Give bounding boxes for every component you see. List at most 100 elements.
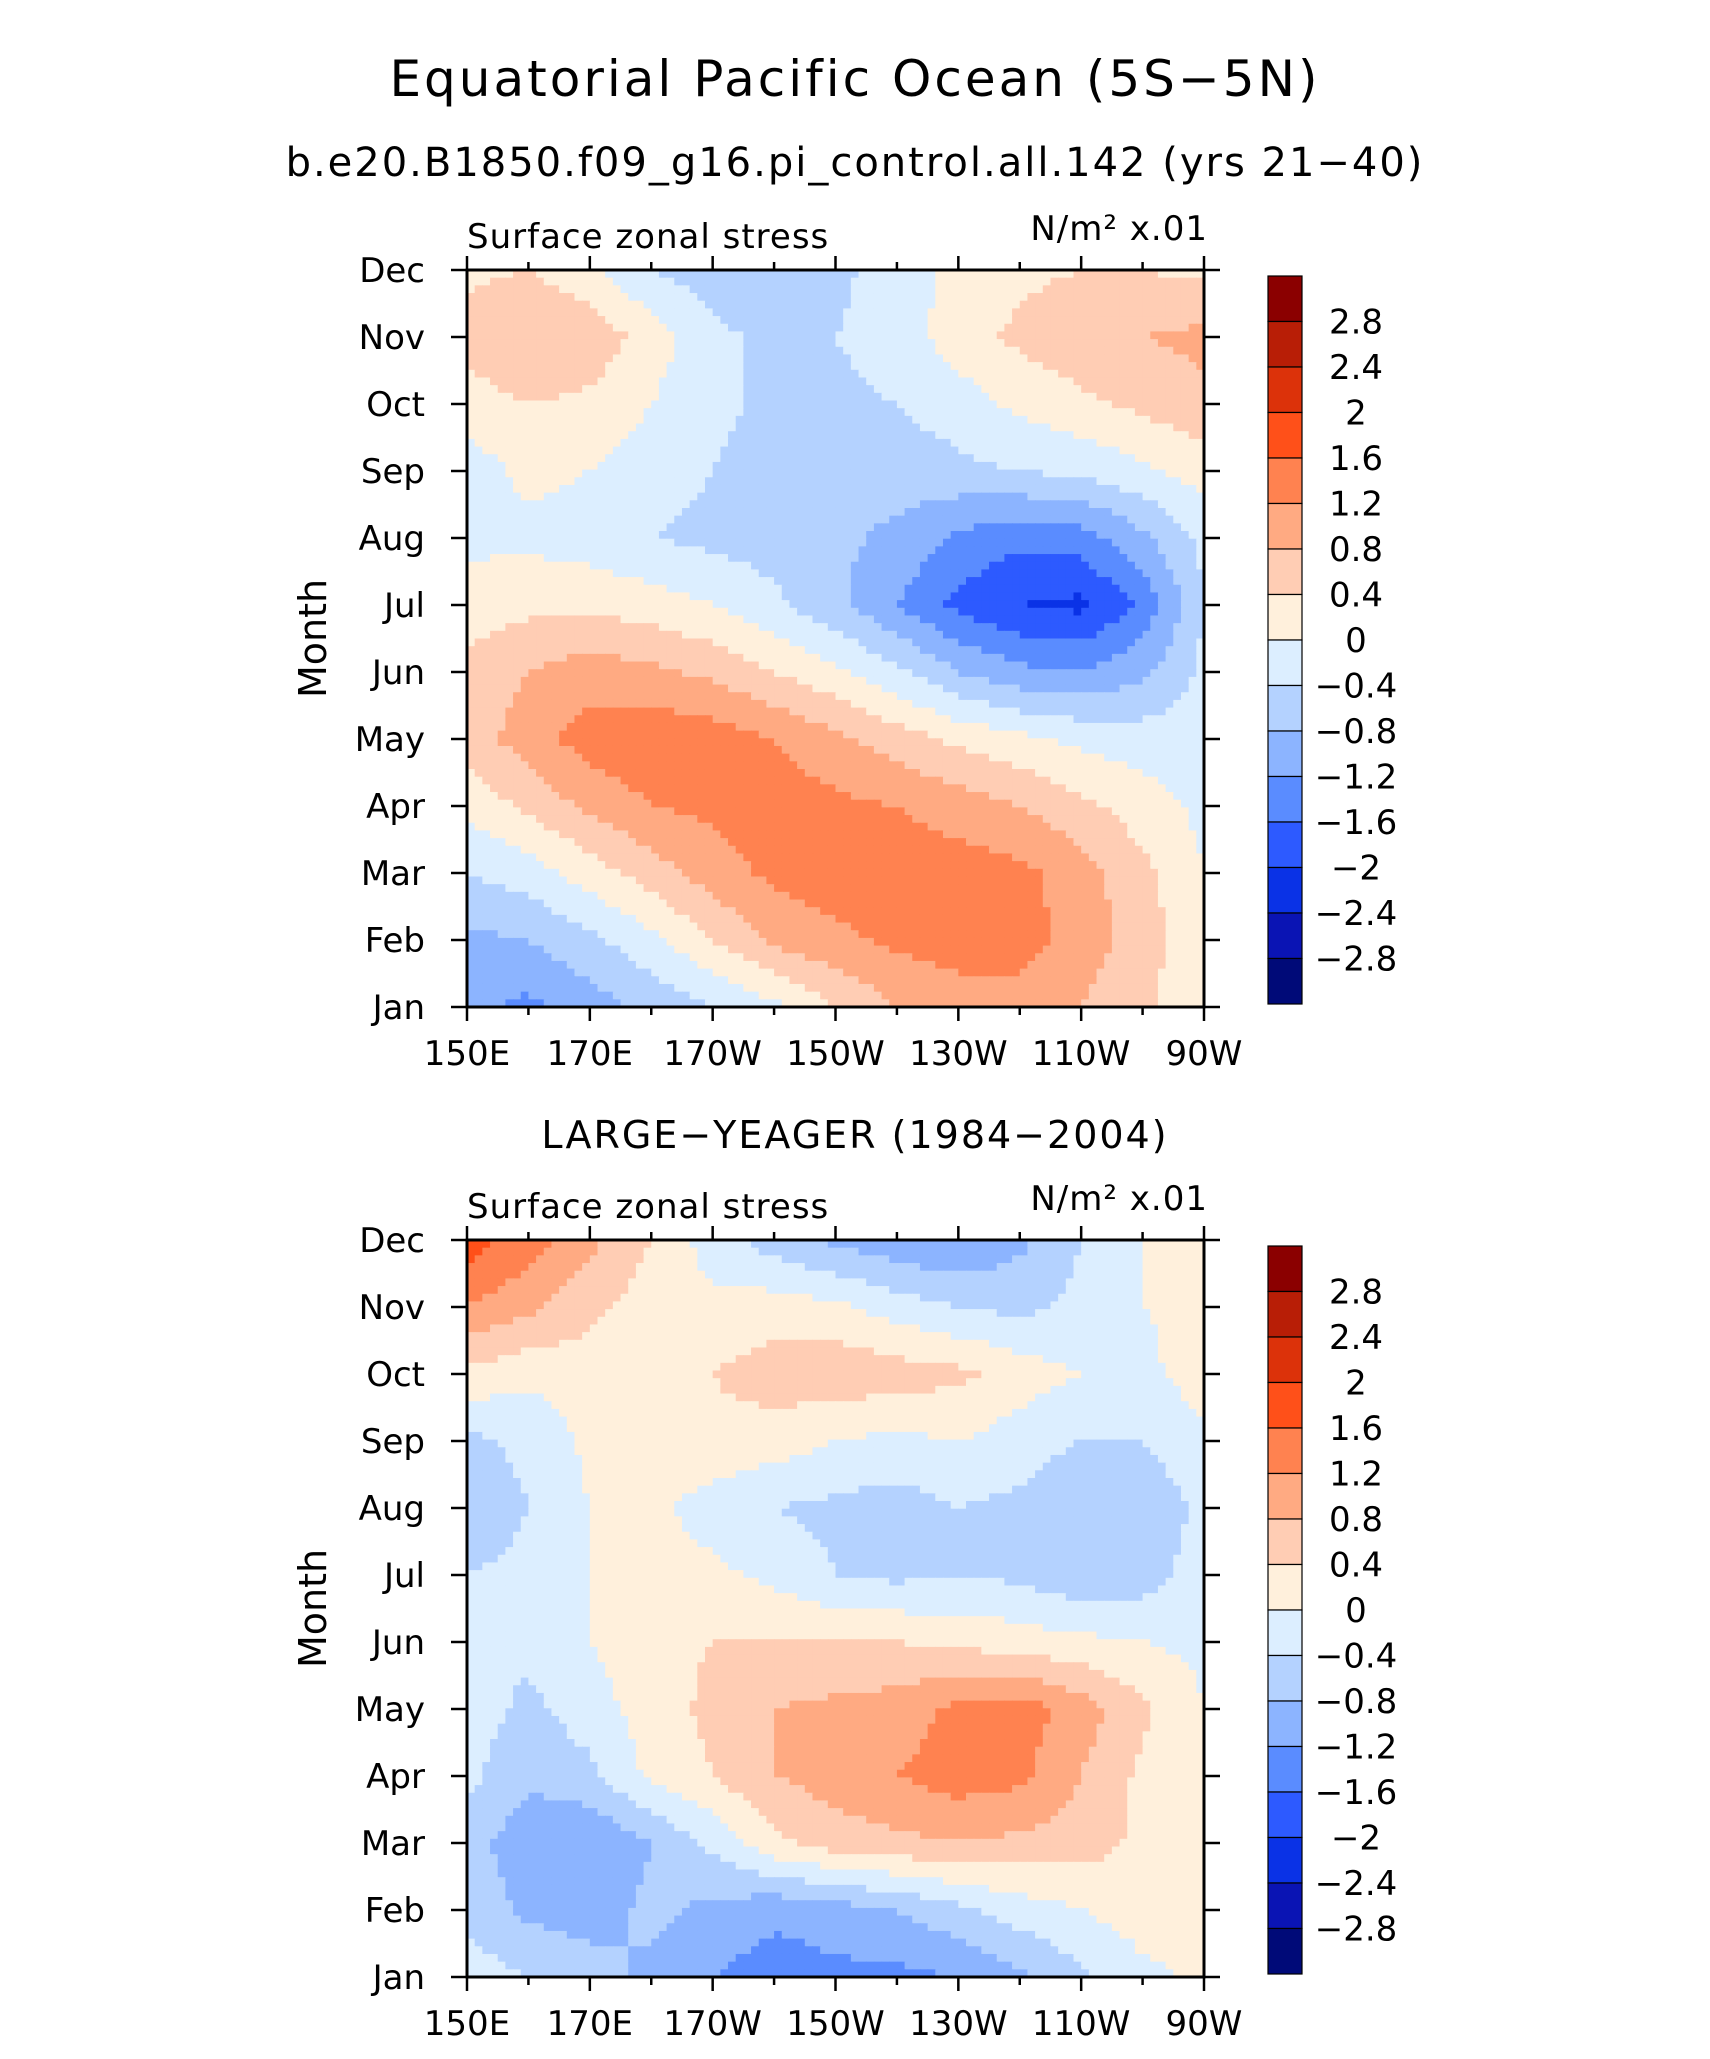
contour-cell: [690, 301, 698, 309]
contour-cell: [1166, 546, 1174, 554]
contour-cell: [498, 439, 506, 447]
contour-cell: [1020, 470, 1028, 478]
contour-cell: [859, 316, 867, 324]
contour-cell: [544, 493, 552, 501]
contour-cell: [1189, 539, 1197, 547]
contour-cell: [843, 516, 851, 524]
contour-cell: [797, 278, 805, 286]
contour-cell: [789, 401, 797, 409]
contour-cell: [713, 370, 721, 378]
contour-cell: [943, 523, 951, 531]
contour-cell: [782, 301, 790, 309]
contour-cell: [843, 285, 851, 293]
contour-cell: [628, 362, 636, 370]
contour-cell: [812, 331, 820, 339]
contour-cell: [1143, 278, 1151, 286]
contour-cell: [713, 447, 721, 455]
contour-cell: [743, 485, 751, 493]
contour-cell: [505, 439, 513, 447]
contour-cell: [897, 431, 905, 439]
contour-cell: [812, 454, 820, 462]
contour-cell: [498, 385, 506, 393]
contour-cell: [544, 477, 552, 485]
contour-cell: [621, 431, 629, 439]
contour-cell: [1081, 562, 1089, 570]
contour-cell: [621, 508, 629, 516]
contour-cell: [974, 324, 982, 332]
contour-cell: [1020, 554, 1028, 562]
contour-cell: [951, 385, 959, 393]
contour-cell: [690, 462, 698, 470]
contour-cell: [981, 500, 989, 508]
contour-cell: [1120, 454, 1128, 462]
contour-cell: [651, 554, 659, 562]
contour-cell: [1173, 401, 1181, 409]
contour-cell: [567, 470, 575, 478]
contour-cell: [628, 523, 636, 531]
contour-cell: [521, 424, 529, 432]
contour-cell: [705, 508, 713, 516]
contour-cell: [736, 531, 744, 539]
contour-cell: [1012, 431, 1020, 439]
contour-cell: [613, 285, 621, 293]
contour-cell: [958, 431, 966, 439]
contour-cell: [843, 523, 851, 531]
contour-cell: [736, 285, 744, 293]
contour-cell: [805, 377, 813, 385]
contour-cell: [1058, 331, 1066, 339]
contour-cell: [974, 316, 982, 324]
contour-cell: [743, 393, 751, 401]
contour-cell: [605, 370, 613, 378]
contour-cell: [859, 447, 867, 455]
contour-figure: Equatorial Pacific Ocean (5S−5N) b.e20.B…: [0, 0, 1710, 2059]
contour-cell: [567, 539, 575, 547]
contour-cell: [759, 278, 767, 286]
contour-cell: [697, 362, 705, 370]
contour-cell: [1035, 516, 1043, 524]
contour-cell: [482, 285, 490, 293]
contour-cell: [1012, 401, 1020, 409]
contour-cell: [621, 554, 629, 562]
contour-cell: [789, 485, 797, 493]
contour-cell: [836, 539, 844, 547]
contour-cell: [674, 408, 682, 416]
contour-cell: [1035, 546, 1043, 554]
contour-cell: [613, 308, 621, 316]
contour-cell: [766, 393, 774, 401]
contour-cell: [905, 477, 913, 485]
contour-cell: [1058, 546, 1066, 554]
contour-cell: [935, 347, 943, 355]
contour-cell: [1020, 401, 1028, 409]
contour-cell: [1143, 493, 1151, 501]
contour-cell: [1158, 401, 1166, 409]
contour-cell: [636, 539, 644, 547]
contour-cell: [912, 362, 920, 370]
contour-cell: [690, 362, 698, 370]
contour-cell: [1012, 562, 1020, 570]
contour-cell: [482, 377, 490, 385]
contour-cell: [667, 339, 675, 347]
contour-cell: [751, 454, 759, 462]
contour-cell: [912, 477, 920, 485]
contour-cell: [1112, 462, 1120, 470]
contour-cell: [951, 523, 959, 531]
contour-cell: [820, 424, 828, 432]
contour-cell: [567, 377, 575, 385]
contour-cell: [797, 324, 805, 332]
contour-cell: [989, 393, 997, 401]
contour-cell: [651, 485, 659, 493]
contour-cell: [812, 431, 820, 439]
contour-cell: [997, 354, 1005, 362]
contour-cell: [1135, 454, 1143, 462]
contour-cell: [851, 516, 859, 524]
contour-cell: [820, 546, 828, 554]
contour-cell: [1166, 493, 1174, 501]
contour-cell: [966, 339, 974, 347]
contour-cell: [728, 539, 736, 547]
contour-cell: [797, 424, 805, 432]
contour-cell: [912, 339, 920, 347]
contour-cell: [582, 354, 590, 362]
contour-cell: [1173, 462, 1181, 470]
contour-cell: [1143, 370, 1151, 378]
contour-cell: [1073, 554, 1081, 562]
